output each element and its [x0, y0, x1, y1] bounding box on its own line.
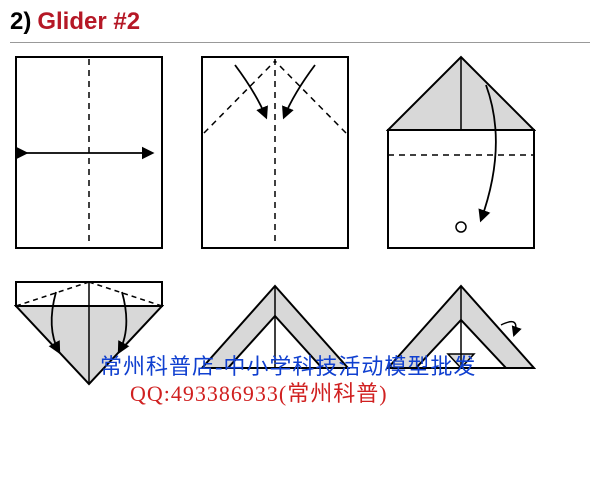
- row-1: [0, 55, 600, 250]
- step-3: [386, 55, 536, 250]
- diagram-title: Glider #2: [37, 8, 140, 36]
- divider: [10, 42, 590, 43]
- step-2: [200, 55, 350, 250]
- step-1: [14, 55, 164, 250]
- step-number: 2): [10, 8, 31, 36]
- watermark-line-2: QQ:493386933(常州科普): [130, 376, 388, 408]
- diagram-header: 2) Glider #2: [0, 0, 600, 40]
